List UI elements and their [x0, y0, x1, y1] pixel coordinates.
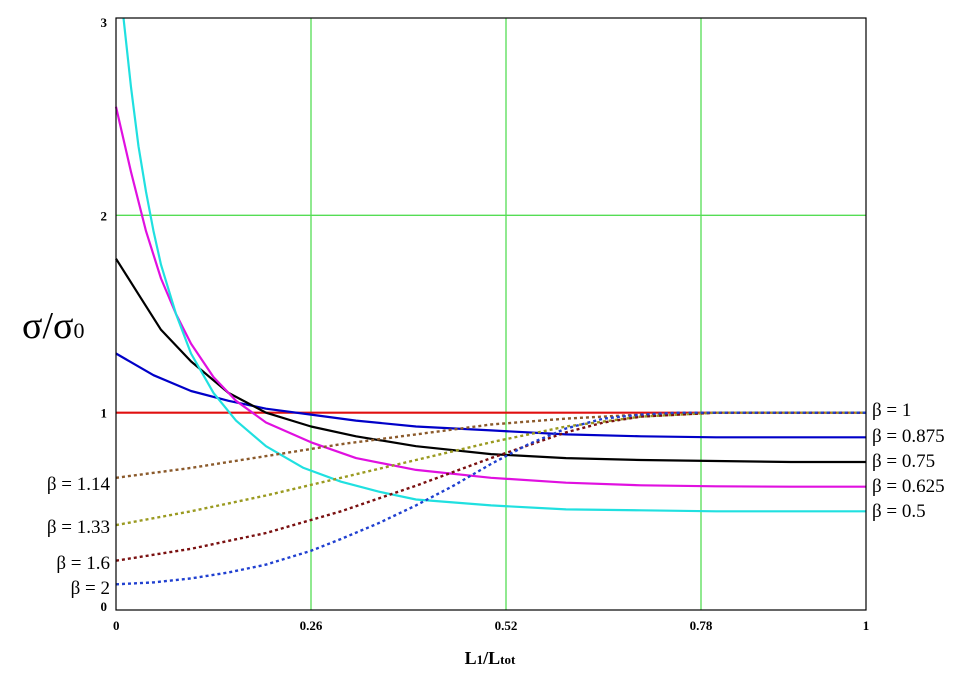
x-axis-label-rest-sub: tot — [500, 652, 516, 667]
y-tick-label: 1 — [101, 406, 108, 421]
series-label: β = 1.6 — [56, 553, 110, 574]
x-axis-label-main: L — [465, 648, 477, 668]
series-line — [115, 258, 866, 464]
series-line — [115, 352, 866, 439]
x-axis-label: L1/Ltot — [465, 648, 516, 668]
series-label: β = 0.5 — [872, 501, 926, 522]
series-label: β = 0.875 — [872, 426, 945, 447]
series-label: β = 0.75 — [872, 451, 935, 472]
y-axis-label-sub: 0 — [74, 318, 85, 343]
series-line — [122, 17, 866, 513]
y-tick-label: 2 — [101, 208, 108, 223]
x-tick-label: 0 — [113, 618, 120, 633]
x-tick-label: 0.78 — [690, 618, 713, 633]
x-tick-label: 1 — [863, 618, 870, 633]
series-label: β = 2 — [71, 578, 110, 599]
y-tick-label: 3 — [101, 15, 108, 30]
x-axis-label-sub: 1 — [477, 652, 484, 667]
series-layer — [114, 17, 866, 586]
y-tick-label: 0 — [101, 599, 108, 614]
series-label: β = 1 — [872, 400, 911, 421]
series-label: β = 1.33 — [47, 517, 110, 538]
series-label: β = 0.625 — [872, 476, 945, 497]
series-line — [115, 411, 866, 562]
grid — [116, 18, 866, 610]
x-tick-label: 0.52 — [495, 618, 518, 633]
y-axis-label: σ/σ0 — [22, 305, 85, 347]
series-label: β = 1.14 — [47, 474, 111, 495]
series-line — [115, 411, 866, 586]
x-tick-label: 0.26 — [300, 618, 323, 633]
plot-frame — [115, 17, 867, 611]
x-axis-label-rest: /L — [482, 648, 500, 668]
series-labels: β = 1 β = 0.875 β = 0.75 β = 0.625 β = 0.5 β … — [47, 400, 945, 599]
series-line — [115, 411, 866, 527]
tick-labels: 0 0.26 0.52 0.78 1 0 1 2 3 — [101, 15, 870, 633]
series-line — [114, 106, 866, 488]
series-line — [115, 411, 866, 479]
y-axis-label-main: σ/σ — [22, 305, 74, 347]
